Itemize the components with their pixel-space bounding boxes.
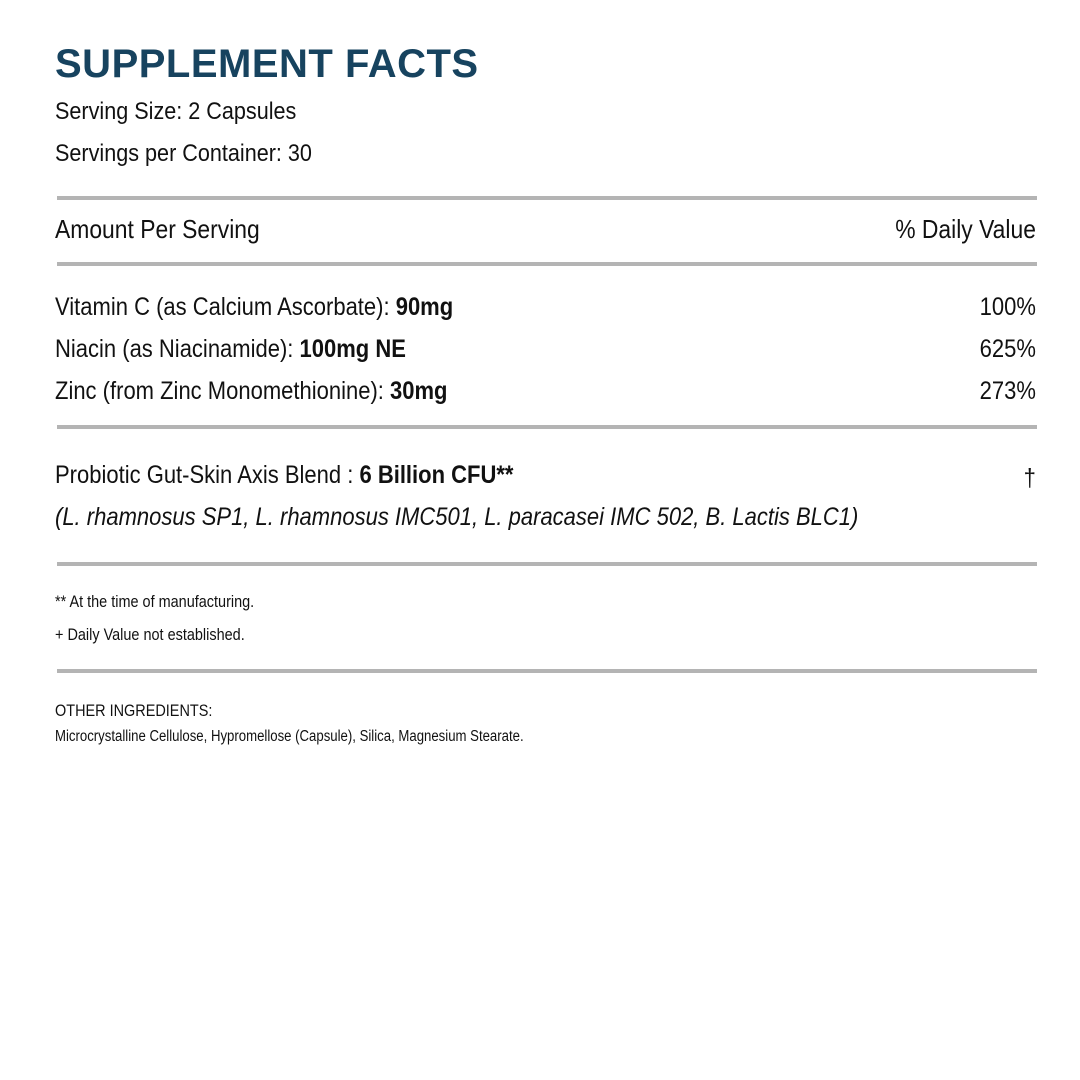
- nutrient-amount: 30mg: [390, 377, 448, 405]
- blend-strains: (L. rhamnosus SP1, L. rhamnosus IMC501, …: [55, 503, 859, 531]
- divider: [57, 562, 1037, 566]
- nutrient-name: Zinc (from Zinc Monomethionine):: [55, 377, 391, 405]
- nutrient-row-niacin: Niacin (as Niacinamide): 100mg NE: [55, 335, 406, 364]
- divider: [57, 262, 1037, 266]
- other-ingredients-label: OTHER INGREDIENTS:: [55, 701, 213, 720]
- divider: [57, 425, 1037, 429]
- nutrient-name: Vitamin C (as Calcium Ascorbate):: [55, 293, 396, 321]
- blend-amount: 6 Billion CFU**: [359, 461, 514, 489]
- nutrient-amount: 90mg: [395, 293, 454, 321]
- nutrient-dv: 100%: [979, 293, 1036, 321]
- amount-header: Amount Per Serving: [55, 214, 260, 244]
- blend-name: Probiotic Gut-Skin Axis Blend :: [55, 461, 360, 489]
- footnote: + Daily Value not established.: [55, 625, 245, 644]
- serving-size: Serving Size: 2 Capsules: [55, 98, 297, 125]
- divider: [57, 669, 1037, 673]
- servings-per-container: Servings per Container: 30: [55, 140, 312, 167]
- nutrient-dv: 625%: [979, 335, 1036, 363]
- blend-row: Probiotic Gut-Skin Axis Blend : 6 Billio…: [55, 461, 513, 490]
- nutrient-row-vitamin-c: Vitamin C (as Calcium Ascorbate): 90mg: [55, 293, 453, 322]
- nutrient-amount: 100mg NE: [299, 335, 406, 363]
- divider: [57, 196, 1037, 200]
- nutrient-dv: 273%: [979, 377, 1036, 405]
- nutrient-row-zinc: Zinc (from Zinc Monomethionine): 30mg: [55, 377, 447, 406]
- daily-value-header: % Daily Value: [895, 214, 1036, 244]
- nutrient-name: Niacin (as Niacinamide):: [55, 335, 300, 363]
- other-ingredients-text: Microcrystalline Cellulose, Hypromellose…: [55, 728, 524, 745]
- page-title: SUPPLEMENT FACTS: [55, 42, 479, 86]
- blend-dv: †: [1023, 464, 1036, 492]
- footnote: ** At the time of manufacturing.: [55, 592, 255, 611]
